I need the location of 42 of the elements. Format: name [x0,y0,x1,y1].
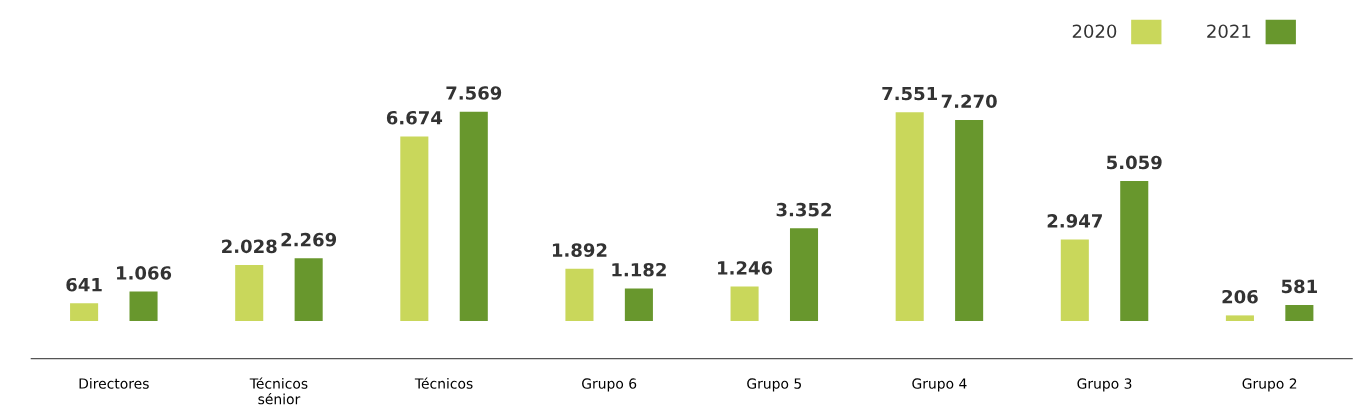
data-label: 7.569 [446,86,502,100]
data-label: 1.066 [117,266,172,280]
bar [1060,239,1089,322]
bar [400,136,429,322]
x-tick-label: Grupo 3 [1077,378,1132,392]
bar [70,303,99,322]
data-label: 7.551 [882,86,937,101]
x-tick-label: Grupo 4 [912,378,967,392]
bar [730,286,759,322]
x-tick-label: Técnicos sénior [249,377,308,405]
bar [459,111,488,322]
bar [1285,305,1314,322]
bar [1225,315,1254,322]
data-label: 1.246 [718,261,773,275]
bar [624,288,653,322]
x-tick-label: Directores [79,378,149,389]
data-label: 1.182 [612,262,666,277]
data-label: 206 [1222,289,1258,304]
data-label: 3.352 [776,202,831,217]
data-label: 7.270 [941,94,997,109]
data-label: 2.269 [281,232,337,247]
data-label: 1.892 [552,243,607,257]
data-label: 5.059 [1107,155,1162,170]
data-label: 2.947 [1047,214,1102,228]
data-label: 581 [1281,279,1317,294]
bar [294,258,323,322]
bar [1120,181,1149,322]
bar [235,264,264,322]
bar [565,268,594,322]
x-tick-label: Grupo 6 [582,378,637,392]
data-label: 641 [66,277,102,292]
legend-label: 2020 [1072,24,1117,39]
bar [129,291,158,322]
bar [789,228,819,322]
data-label: 2.028 [222,239,277,254]
bar [955,119,984,322]
x-tick-label: Técnicos [414,377,473,389]
x-tick-label: Grupo 2 [1242,378,1297,392]
bar [895,112,924,322]
data-label: 6.674 [386,110,443,125]
legend-label: 2021 [1207,24,1251,39]
x-tick-label: Grupo 5 [747,378,801,392]
